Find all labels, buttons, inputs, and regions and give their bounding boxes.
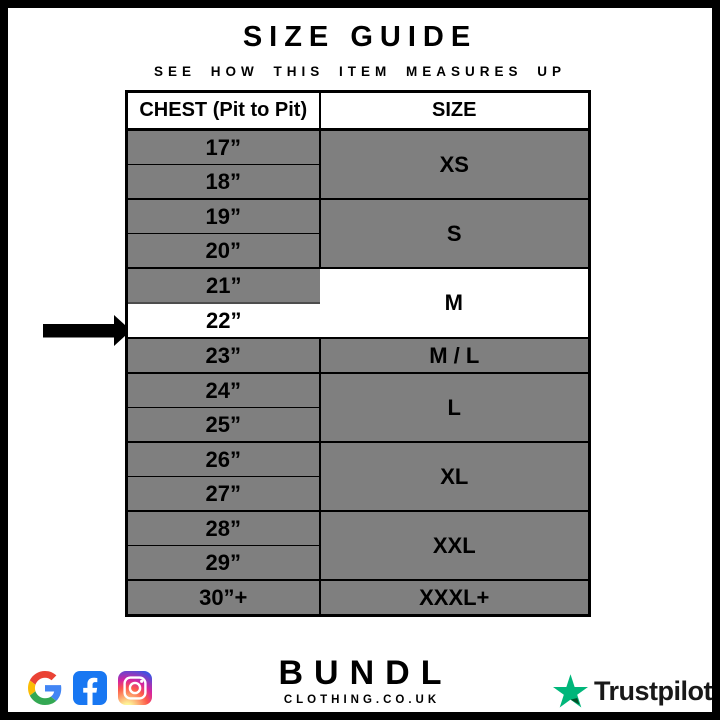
- chest-cell: 22”: [126, 302, 320, 339]
- table-row: 17” XS: [126, 128, 590, 200]
- google-icon: [28, 671, 62, 705]
- highlighted-row-arrow-icon: [43, 315, 131, 346]
- facebook-icon: [73, 671, 107, 705]
- size-column-header: SIZE: [318, 90, 591, 131]
- table-row: 26” XL: [126, 441, 590, 512]
- brand-logo: BUNDL CLOTHING.CO.UK: [8, 656, 712, 707]
- chest-cell: 28”: [126, 510, 320, 546]
- size-cell: L: [318, 372, 590, 443]
- chest-column-header: CHEST (Pit to Pit): [125, 90, 321, 131]
- table-row: 25”: [126, 407, 590, 443]
- table-row: 18”: [126, 164, 590, 200]
- trustpilot-logo: Trustpilot: [553, 674, 713, 708]
- chest-cell: 20”: [126, 233, 320, 269]
- size-cell: S: [318, 198, 590, 269]
- trustpilot-star-icon: [553, 674, 588, 708]
- page-title: SIZE GUIDE: [242, 21, 478, 53]
- brand-domain: CLOTHING.CO.UK: [283, 694, 441, 706]
- table-row: 28” XXL: [126, 510, 590, 581]
- chest-cell: 21”: [126, 267, 320, 304]
- size-cell: XXXL+: [318, 579, 590, 616]
- chest-cell: 25”: [126, 407, 320, 443]
- chest-cell: 29”: [126, 545, 320, 581]
- size-cell: M: [319, 267, 590, 339]
- size-cell: M / L: [318, 337, 590, 374]
- chest-cell: 26”: [126, 441, 320, 477]
- table-header-row: CHEST (Pit to Pit) SIZE: [125, 90, 591, 131]
- table-row: 21” M: [126, 267, 590, 339]
- size-guide-table: CHEST (Pit to Pit) SIZE 17” XS 18” 19” S 20” 2…: [125, 90, 591, 617]
- chest-cell: 30”+: [126, 579, 320, 616]
- brand-name: BUNDL: [278, 654, 453, 692]
- table-row: 20”: [126, 233, 590, 269]
- table-row: 29”: [126, 545, 590, 581]
- trustpilot-label: Trustpilot: [594, 675, 713, 706]
- social-icons-group: [28, 671, 152, 705]
- chest-cell: 24”: [126, 372, 320, 408]
- table-row: 30”+ XXXL+: [126, 579, 590, 616]
- table-row: 23” M / L: [126, 337, 590, 374]
- page-subtitle: SEE HOW THIS ITEM MEASURES UP: [153, 64, 567, 79]
- chest-cell: 19”: [126, 198, 320, 234]
- size-cell: XL: [318, 441, 590, 512]
- size-cell: XXL: [318, 510, 590, 581]
- size-cell: XS: [318, 128, 590, 200]
- chest-cell: 23”: [126, 337, 320, 374]
- chest-cell: 17”: [126, 128, 320, 165]
- instagram-icon: [118, 671, 152, 705]
- table-row: 19” S: [126, 198, 590, 269]
- chest-cell: 27”: [126, 476, 320, 512]
- table-row: 24” L: [126, 372, 590, 443]
- chest-cell: 18”: [126, 164, 320, 200]
- table-row: 27”: [126, 476, 590, 512]
